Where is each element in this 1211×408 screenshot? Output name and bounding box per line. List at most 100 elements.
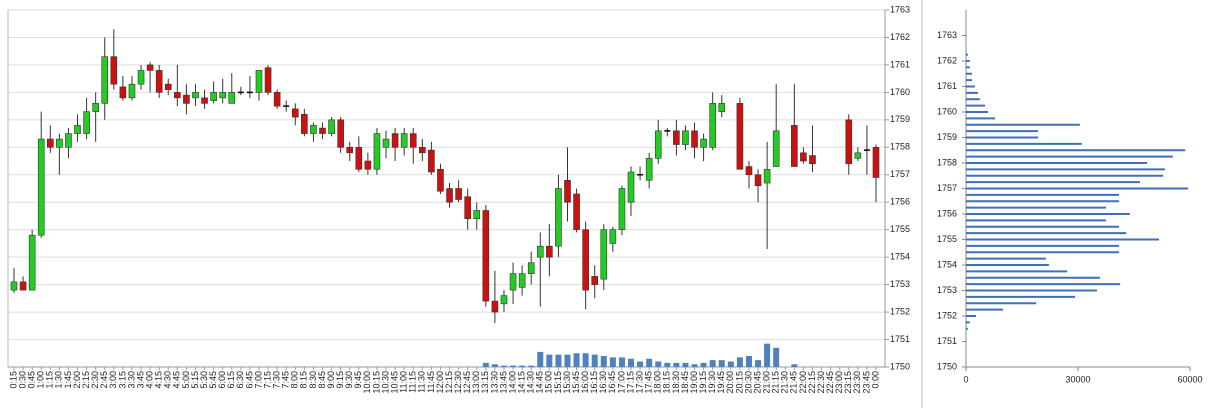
y-tick-label: 1762 [937,55,957,65]
y-tick-label: 1761 [937,81,957,91]
volume-bar [682,362,689,367]
profile-bar [966,168,1165,171]
profile-bar [966,60,970,62]
candle-body [809,155,816,165]
candle-body [872,147,880,178]
x-tick-label: 21:00 [761,371,771,394]
x-tick-label: 1:15 [45,371,55,389]
profile-bar [966,315,977,317]
x-tick-label: 12:45 [462,371,472,394]
candle-body [700,138,707,148]
candle-body [518,273,526,288]
x-tick-label: 9:30 [344,371,354,389]
profile-bar [966,327,968,330]
profile-bar [966,244,1120,247]
candle-body [164,83,172,90]
x-tick-label: 0:15 [8,371,18,389]
candle-body [591,276,599,285]
candle-body [328,119,335,134]
x-tick-label: 1:45 [63,371,73,389]
volume-bar [755,360,762,367]
x-tick-label: 10:15 [371,371,381,394]
candle-body [364,160,372,170]
volume-bar [555,354,562,367]
candle-body [691,130,698,148]
candle-body [500,295,508,305]
y-tick-label: 1759 [937,132,957,142]
x-tick-label: 14:30 [526,371,536,394]
x-tick-label: 20:30 [743,371,753,394]
candle-body [92,103,99,112]
volume-bar [727,361,734,367]
profile-bar [966,85,975,88]
x-tick-label: 15:30 [562,371,572,394]
candle-body [337,119,344,148]
x-tick-label: 18:00 [653,371,663,394]
x-tick-label: 22:15 [807,371,817,394]
profile-bar [966,295,1076,298]
candle-body [255,70,263,93]
x-tick-label: 3:15 [117,371,127,389]
y-tick-label: 1752 [937,310,957,320]
x-tick-label: 11:15 [408,371,418,393]
candle-body [310,125,317,134]
candle-body [110,56,118,85]
candle-body [74,125,81,134]
x-tick-label: 0:45 [27,371,37,389]
x-tick-label: 23:00 [834,371,844,394]
x-tick-label: 20:00 [725,371,735,394]
profile-bar [966,302,1037,305]
x-tick-label: 15:15 [553,371,563,394]
x-tick-label: 14:00 [507,371,517,394]
y-tick-label: 1750 [937,361,957,371]
candle-body [419,147,426,154]
x-tick-label: 2:45 [99,371,109,389]
x-tick-label: 18:15 [662,371,672,394]
x-tick-label: 16:45 [607,371,617,394]
volume-bar [600,356,607,367]
x-tick-label: 11:45 [426,371,436,393]
volume-bar [691,364,698,367]
candle-body [119,86,127,99]
profile-bar [966,136,1039,139]
y-tick-label: 1762 [890,32,910,42]
y-tick-label: 1763 [890,4,910,14]
candle-body [455,188,462,200]
volume-bar [637,361,644,367]
x-tick-label: 4:45 [172,371,182,389]
volume-bar [791,364,798,367]
x-tick-label: 13:15 [480,371,490,394]
x-tick-label: 8:00 [290,371,300,389]
candle-body [763,168,771,184]
candle-body [273,92,281,107]
volume-bar [646,358,653,367]
x-tick-label: 6:45 [244,371,254,389]
candle-body [56,138,63,148]
x-tick-label: 15:45 [571,371,581,394]
candle-body [482,210,490,302]
x-tick-label: 2:00 [72,371,82,389]
candle-body [65,133,72,148]
x-tick-label: 2:15 [81,371,91,389]
profile-bar [966,200,1120,203]
profile-bar [966,66,970,69]
profile-bar [966,308,1003,311]
profile-bar [966,149,1186,152]
x-tick-label: 18:45 [680,371,690,394]
candle-body [219,92,226,99]
candle-body [682,130,689,145]
x-tick-label: 8:15 [299,371,309,389]
profile-bar [966,276,1101,279]
candle-body [536,245,544,258]
candle-body [37,138,45,236]
volume-bar [573,353,580,367]
x-tick-label: 3:45 [135,371,145,389]
profile-bar [966,225,1120,228]
y-tick-label: 1755 [890,224,910,234]
profile-bar [966,251,1120,254]
candle-body [564,179,571,203]
x-tick-label: 2:30 [90,371,100,389]
candle-body [373,133,381,170]
profile-bar [966,193,1120,196]
x-tick-label: 20:15 [734,371,744,394]
